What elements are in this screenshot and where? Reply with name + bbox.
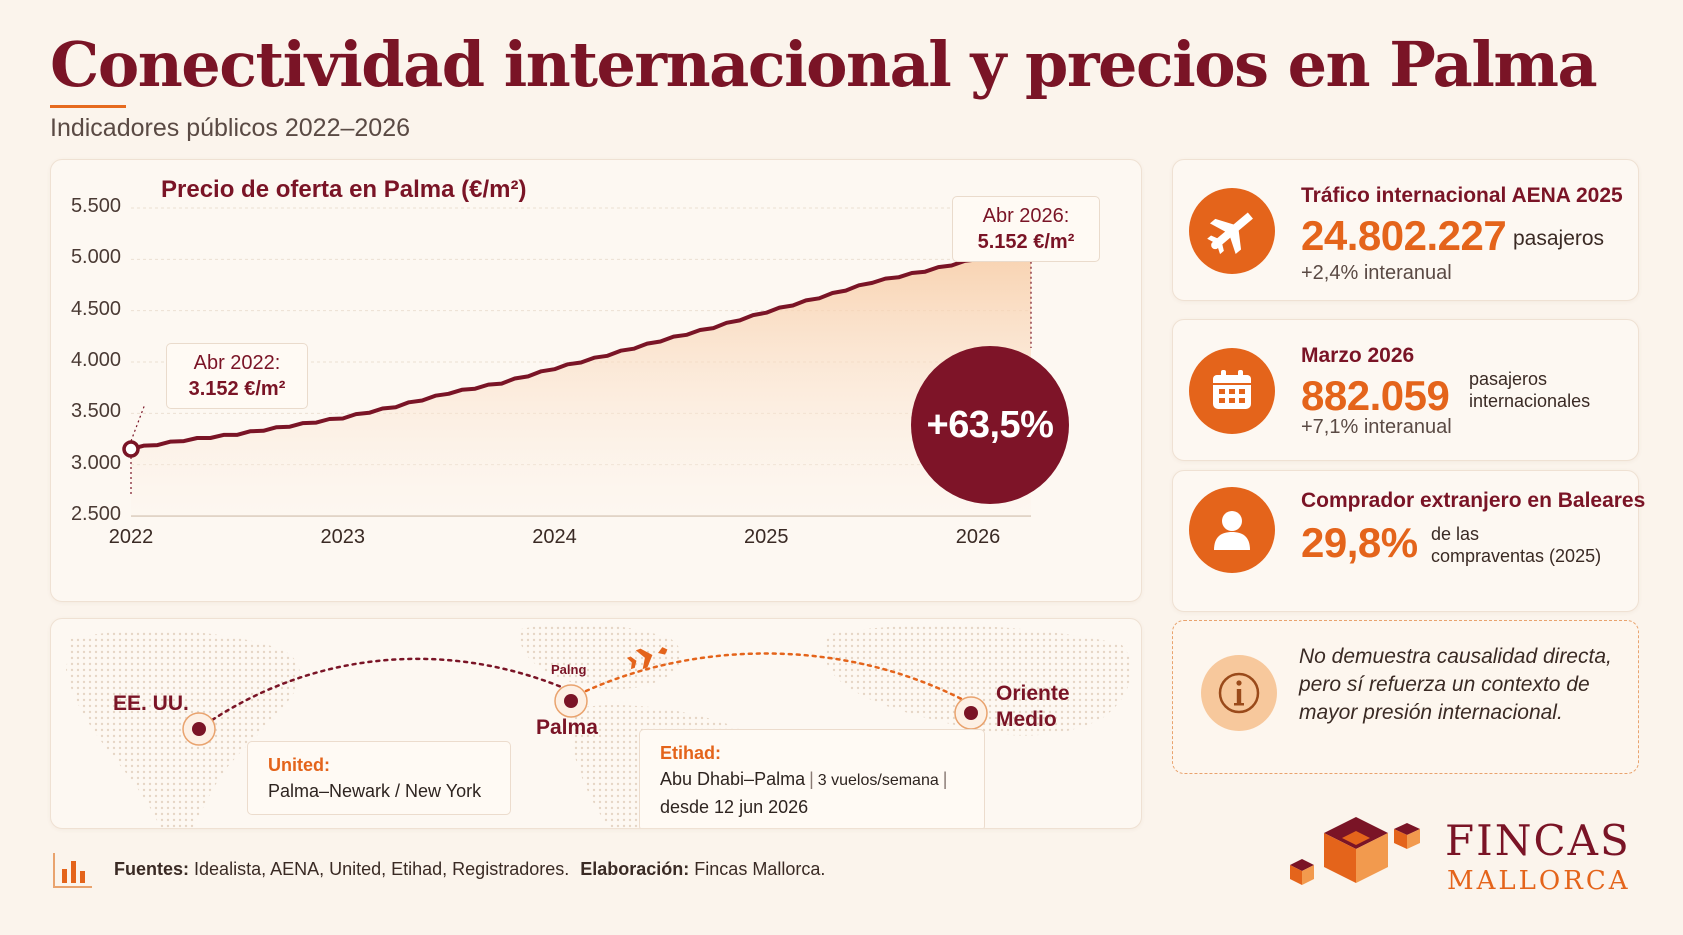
stat-unit: pasajeros (1513, 227, 1605, 250)
palma-label: Palma (536, 716, 598, 739)
world-map (66, 623, 1132, 828)
united-title: United: (268, 755, 330, 775)
airplane-icon (1189, 188, 1275, 274)
callout-start: Abr 2022: 3.152 €/m² (166, 343, 308, 409)
stat-label: Comprador extranjero en Baleares (1301, 489, 1646, 512)
callout-end-label: Abr 2026: (982, 205, 1070, 227)
change-badge: +63,5% (911, 346, 1069, 504)
stat-change: +2,4% interanual (1301, 262, 1452, 284)
europe-shape (520, 623, 682, 690)
y-tick-label: 4.000 (70, 349, 121, 371)
separator: | (942, 769, 948, 789)
sources-label: Fuentes: (114, 859, 190, 879)
stat-value: 882.059 (1301, 372, 1450, 419)
callout-end-value: 5.152 €/m² (977, 231, 1075, 253)
start-point (122, 440, 140, 458)
y-tick-label: 5.500 (70, 195, 121, 217)
stat-unit: de las compraventas (2025) (1431, 523, 1601, 567)
disclaimer-note: No demuestra causalidad directa, pero sí… (1172, 620, 1639, 774)
stat-value: 24.802.227 (1301, 212, 1507, 259)
page-subtitle: Indicadores públicos 2022–2026 (50, 114, 410, 142)
title-underline (50, 105, 126, 108)
etihad-route-line: Abu Dhabi–Palma | 3 vuelos/semana | (660, 766, 964, 794)
callout-start-label: Abr 2022: (193, 352, 281, 374)
etihad-since: desde 12 jun 2026 (660, 797, 809, 817)
callout-end: Abr 2026: 5.152 €/m² (952, 196, 1100, 262)
etihad-route-box: Etihad: Abu Dhabi–Palma | 3 vuelos/semana |… (639, 729, 985, 828)
calendar-icon (1189, 348, 1275, 434)
y-tick-label: 4.500 (70, 297, 121, 320)
etihad-frequency: 3 vuelos/semana (817, 772, 939, 789)
x-tick-label: 2026 (955, 526, 1001, 548)
elaboration-text: Fincas Mallorca. (694, 859, 826, 879)
stat-label: Marzo 2026 (1301, 344, 1415, 367)
stat-unit-line1: pasajeros (1469, 369, 1548, 389)
stat-value: 29,8% (1301, 519, 1418, 566)
middle-east-label: Oriente Medio (996, 681, 1070, 733)
united-route-box: United: Palma–Newark / New York (247, 741, 511, 815)
stat-unit: pasajeros internacionales (1469, 368, 1590, 412)
chart-title: Precio de oferta en Palma (€/m²) (161, 176, 527, 203)
fincas-logo-icon (1290, 817, 1420, 885)
bar-chart-icon (52, 851, 94, 894)
x-tick-label: 2025 (744, 526, 789, 548)
page-title: Conectividad internacional y precios en … (50, 28, 1598, 101)
stat-card-foreign-buyer: Comprador extranjero en Baleares 29,8% d… (1172, 470, 1645, 612)
stat-unit-line1: de las (1431, 524, 1480, 544)
info-icon (1201, 655, 1277, 731)
united-route: Palma–Newark / New York (268, 781, 482, 801)
price-chart-card: Precio de oferta en Palma (€/m²) 2.500 3.… (50, 159, 1142, 602)
logo-word-fincas: FINCAS (1445, 816, 1631, 865)
sources-text: Idealista, AENA, United, Etihad, Registr… (194, 859, 570, 879)
stat-card-aena-2025: Tráfico internacional AENA 2025 24.802.2… (1172, 159, 1639, 301)
stat-unit-line2: internacionales (1469, 391, 1591, 411)
asia-shape (823, 625, 1132, 736)
usa-label: EE. UU. (113, 692, 189, 715)
separator: | (809, 769, 814, 789)
logo-word-mallorca: MALLORCA (1447, 866, 1631, 896)
middle-east-marker (954, 696, 988, 730)
callout-start-value: 3.152 €/m² (188, 378, 286, 400)
palma-marker (554, 684, 588, 718)
y-tick-label: 3.000 (70, 451, 121, 474)
sources-line: Fuentes: Idealista, AENA, United, Etihad… (114, 859, 825, 880)
palma-small-label: Palng (551, 662, 587, 677)
stat-label: Tráfico internacional AENA 2025 (1301, 184, 1623, 207)
note-text: No demuestra causalidad directa, pero sí… (1299, 645, 1612, 724)
connectivity-map-card: EE. UU. Palng Palma Oriente Medio United… (50, 618, 1142, 829)
x-tick-label: 2023 (320, 526, 366, 548)
etihad-title: Etihad: (660, 743, 721, 763)
person-icon (1189, 487, 1275, 573)
stat-unit-line2: compraventas (2025) (1431, 546, 1602, 566)
stat-change: +7,1% interanual (1301, 416, 1452, 438)
middle-east-line1: Oriente (996, 682, 1070, 705)
price-line (130, 241, 1032, 451)
usa-marker (182, 712, 216, 746)
middle-east-line2: Medio (996, 708, 1057, 731)
y-tick-label: 3.500 (70, 400, 121, 423)
price-area (131, 243, 1031, 516)
stat-card-march-2026: Marzo 2026 882.059 pasajeros internacion… (1172, 319, 1639, 461)
etihad-route: Abu Dhabi–Palma (660, 769, 806, 789)
y-tick-label: 5.000 (70, 246, 121, 269)
route-usa-palma (197, 657, 573, 731)
y-tick-label: 2.500 (70, 503, 121, 525)
route-palma-middle-east (584, 652, 973, 706)
elaboration-label: Elaboración: (580, 859, 690, 879)
x-tick-label: 2024 (532, 526, 577, 548)
start-leader-line (130, 403, 146, 442)
airplane-route-icon (626, 647, 668, 670)
x-tick-label: 2022 (108, 526, 154, 548)
